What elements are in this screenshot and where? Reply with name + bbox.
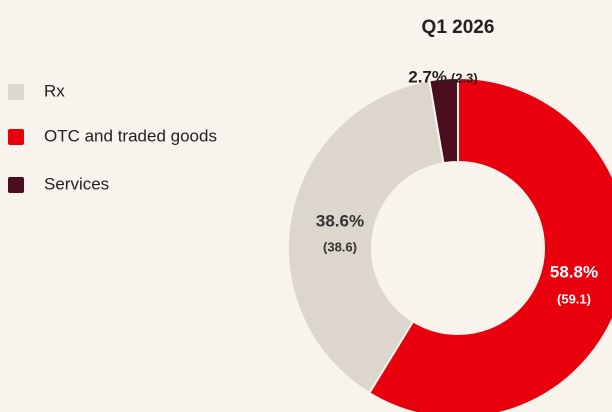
data-label: 2.7%: [408, 67, 447, 86]
previous-label: (2.3): [451, 70, 478, 85]
donut-segment: [428, 76, 459, 165]
previous-label: (38.6): [323, 239, 357, 254]
legend-label: Services: [44, 174, 109, 193]
legend-label: OTC and traded goods: [44, 126, 217, 145]
previous-label: (59.1): [557, 291, 591, 306]
donut-segment: [367, 76, 612, 412]
data-label: 38.6%: [316, 211, 364, 230]
chart-title: Q1 2026: [422, 17, 495, 38]
legend-label: Rx: [44, 81, 65, 100]
donut-segment: [287, 79, 445, 395]
data-label: 58.8%: [550, 262, 598, 281]
legend-swatch: [8, 84, 24, 100]
legend-swatch: [8, 177, 24, 193]
legend-swatch: [8, 129, 24, 145]
